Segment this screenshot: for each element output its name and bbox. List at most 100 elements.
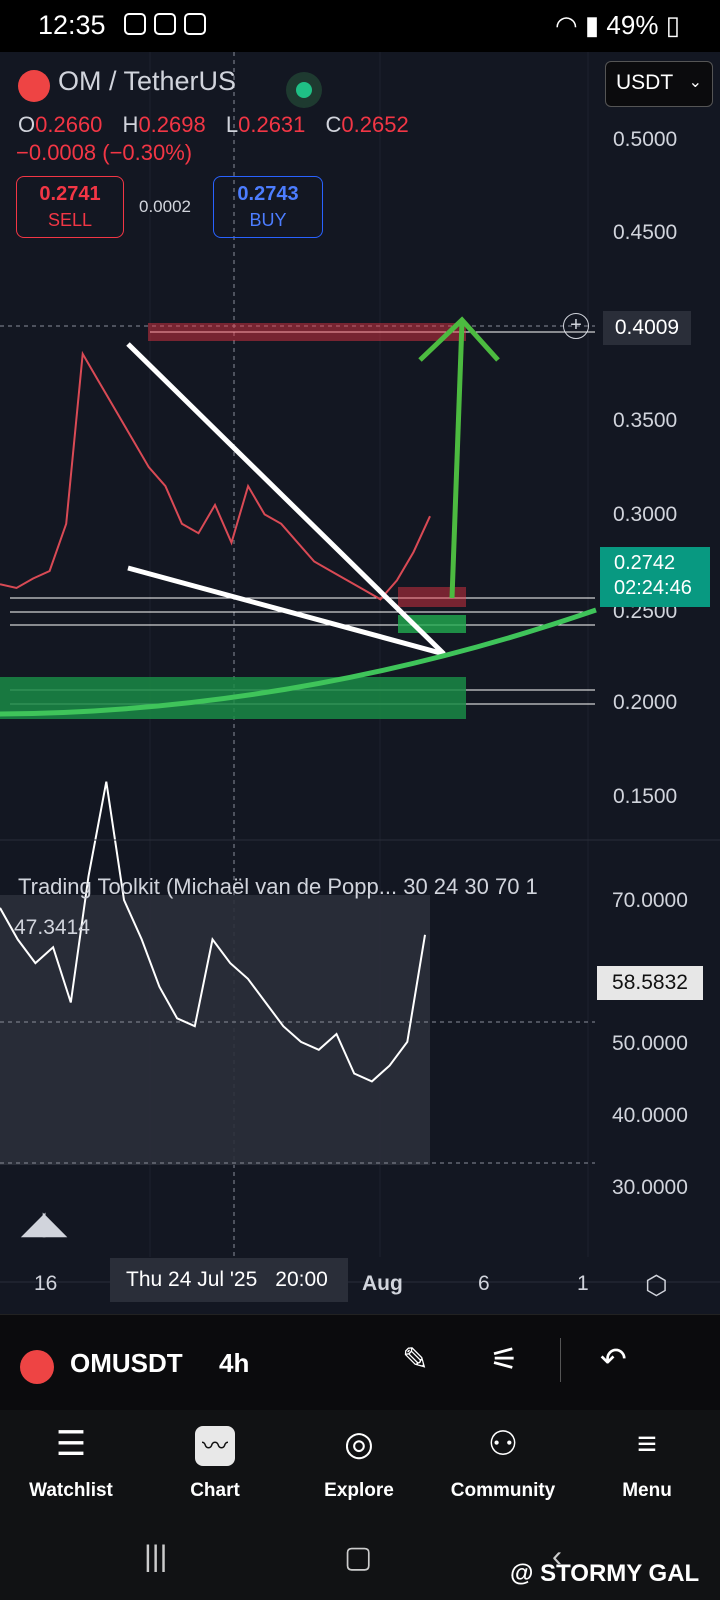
signal-icon: ▮ [584,10,600,40]
rsi-line [0,781,426,1083]
currency-value: USDT [616,71,674,94]
wedge-lower-line [127,565,445,657]
last-price-tag: 0.2742 02:24:46 [600,547,710,607]
watchlist-icon: ☰ [55,1425,87,1463]
market-status-dot-icon [296,82,312,98]
undo-icon[interactable]: ↶ [600,1341,627,1377]
nav-chart[interactable]: 〰 Chart [150,1420,280,1502]
high-label: H [122,112,139,137]
battery-level: 49% [606,10,659,40]
symbol-title[interactable]: OM / TetherUS [58,66,237,96]
buy-button[interactable]: 0.2743 BUY [213,176,323,238]
high-value: 0.2698 [138,112,206,137]
indicator-title[interactable]: Trading Toolkit (Michaël van de Popp... … [18,874,538,899]
lock-icon [154,13,176,35]
indicator-cursor-value: 47.3414 [14,916,90,939]
price-change: −0.0008 (−0.30%) [16,140,193,165]
time-tick: 1 [577,1272,589,1295]
chart-canvas[interactable] [0,52,720,1314]
buy-label: BUY [249,210,287,230]
back-icon[interactable]: ‹ [552,1540,562,1573]
price-tick: 0.5000 [613,128,678,151]
tradingview-logo-icon: ◢◣ [22,1207,66,1240]
market-open-indicator [286,72,322,108]
nav-label: Watchlist [29,1480,113,1501]
status-icons [124,13,214,40]
trend-curve [0,607,597,717]
sell-button[interactable]: 0.2741 SELL [16,176,124,238]
chevron-down-icon: ⌄ [688,74,702,91]
currency-select[interactable]: USDT ⌄ [605,61,713,107]
toolbar-divider [560,1338,561,1382]
nav-watchlist[interactable]: ☰ Watchlist [6,1420,136,1502]
recent-apps-icon[interactable]: ||| [144,1540,168,1573]
last-price: 0.2742 [614,552,676,574]
status-time: 12:35 [38,10,106,40]
price-tick: 0.2000 [613,691,678,714]
nav-explore[interactable]: ◎ Explore [294,1420,424,1502]
image-icon [184,13,206,35]
wifi-icon: ◠ [554,10,578,40]
watermark: @ STORMY GAL [510,1560,700,1587]
chart-icon-wrap: 〰 [150,1420,280,1468]
chart-icon: 〰 [195,1426,235,1466]
target-arrow-head [418,316,500,362]
system-nav-bar [0,1520,720,1600]
wedge-upper-line [126,342,446,656]
time-tick: Aug [362,1272,403,1295]
sell-label: SELL [47,210,93,230]
add-alert-plus-icon[interactable]: + [563,313,589,339]
indicator-current-value: 58.5832 [597,966,703,1000]
community-icon: ⚇ [487,1425,519,1463]
nav-community[interactable]: ⚇ Community [438,1420,568,1502]
nav-label: Chart [190,1480,240,1501]
low-label: L [225,112,239,137]
pencil-draw-icon[interactable]: ✎ [402,1341,429,1377]
indicator-tick: 30.0000 [612,1176,688,1199]
close-label: C [325,112,342,137]
status-bar: 12:35 ◠ ▮ 49% ▯ [0,0,720,52]
target-arrow-shaft [449,321,465,599]
nav-label: Menu [622,1480,672,1501]
compass-icon: ◎ [344,1425,374,1463]
menu-icon: ≡ [637,1425,657,1463]
price-tick: 0.3000 [613,503,678,526]
sell-price: 0.2741 [39,183,101,205]
chart-toolbar [0,1314,720,1411]
crosshair-time: 20:00 [275,1268,328,1291]
indicators-sliders-icon[interactable]: ⚟ [490,1341,519,1377]
toolbar-symbol[interactable]: OMUSDT [70,1348,183,1378]
price-series [0,350,431,601]
price-tick: 0.1500 [613,785,678,808]
nav-label: Explore [324,1480,394,1501]
supply-zone [398,587,466,607]
time-tick: 6 [478,1272,490,1295]
open-label: O [18,112,36,137]
chart-settings-gear-icon[interactable]: ⬡ [645,1270,668,1300]
game-icon [124,13,146,35]
nav-label: Community [450,1480,556,1501]
home-icon[interactable]: ▢ [344,1541,373,1574]
low-value: 0.2631 [238,112,306,137]
close-value: 0.2652 [341,112,409,137]
ohlc-values: O0.2660 H0.2698 L0.2631 C0.2652 [18,112,423,138]
nav-menu[interactable]: ≡ Menu [582,1420,712,1502]
buy-price: 0.2743 [237,183,299,205]
toolbar-timeframe[interactable]: 4h [219,1348,250,1378]
symbol-coin-icon [20,1350,54,1384]
bottom-nav [0,1410,720,1520]
price-line [0,350,431,601]
open-value: 0.2660 [35,112,103,137]
indicator-tick: 50.0000 [612,1032,688,1055]
indicator-series [0,781,426,1083]
time-tick: 16 [34,1272,58,1295]
crosshair-date: Thu 24 Jul '25 [126,1268,258,1291]
status-right: ◠ ▮ 49% ▯ [555,10,680,41]
spread-value: 0.0002 [139,197,191,216]
indicator-tick: 40.0000 [612,1104,688,1127]
indicator-shade [0,895,430,1165]
om-coin-icon [18,70,50,102]
indicator-tick: 70.0000 [612,889,688,912]
battery-icon: ▯ [665,10,680,40]
price-tick: 0.3500 [613,409,678,432]
